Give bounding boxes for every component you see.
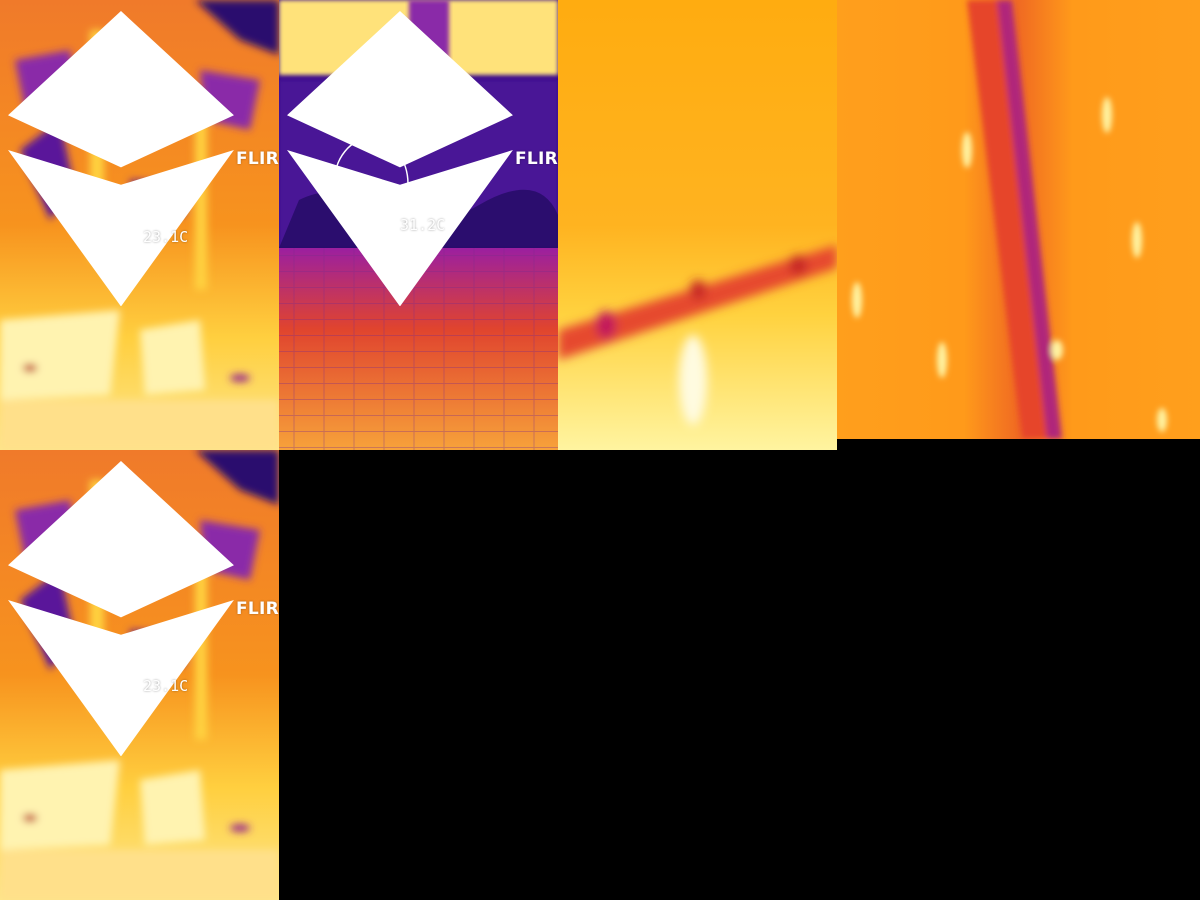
flir-logo-text: FLIR (235, 148, 279, 169)
flir-logo-text: FLIR (514, 148, 558, 169)
flir-diamond-icon (8, 461, 234, 757)
thermal-image-facade: FLIR 23.1C (0, 0, 279, 450)
spot-temperature: 23.1C (143, 677, 189, 695)
flir-logo-text: FLIR (235, 598, 279, 619)
thermal-scene-crack (558, 0, 837, 450)
thermal-scene-stripes (837, 0, 1200, 439)
thermal-image-closeup-crack (558, 0, 837, 450)
flir-diamond-icon (8, 11, 234, 307)
thermal-image-closeup-stripes (837, 0, 1200, 439)
thermal-image-hedge: FLIR 31.2C (279, 0, 558, 450)
area-temperature: 31.2C (400, 216, 446, 234)
spot-temperature: 23.1C (143, 228, 189, 246)
flir-diamond-icon (287, 11, 513, 307)
thermal-image-facade-repeat: FLIR 23.1C (0, 450, 279, 900)
flir-logo: FLIR (8, 461, 279, 757)
flir-logo: FLIR (8, 11, 279, 307)
flir-logo: FLIR (287, 11, 558, 307)
